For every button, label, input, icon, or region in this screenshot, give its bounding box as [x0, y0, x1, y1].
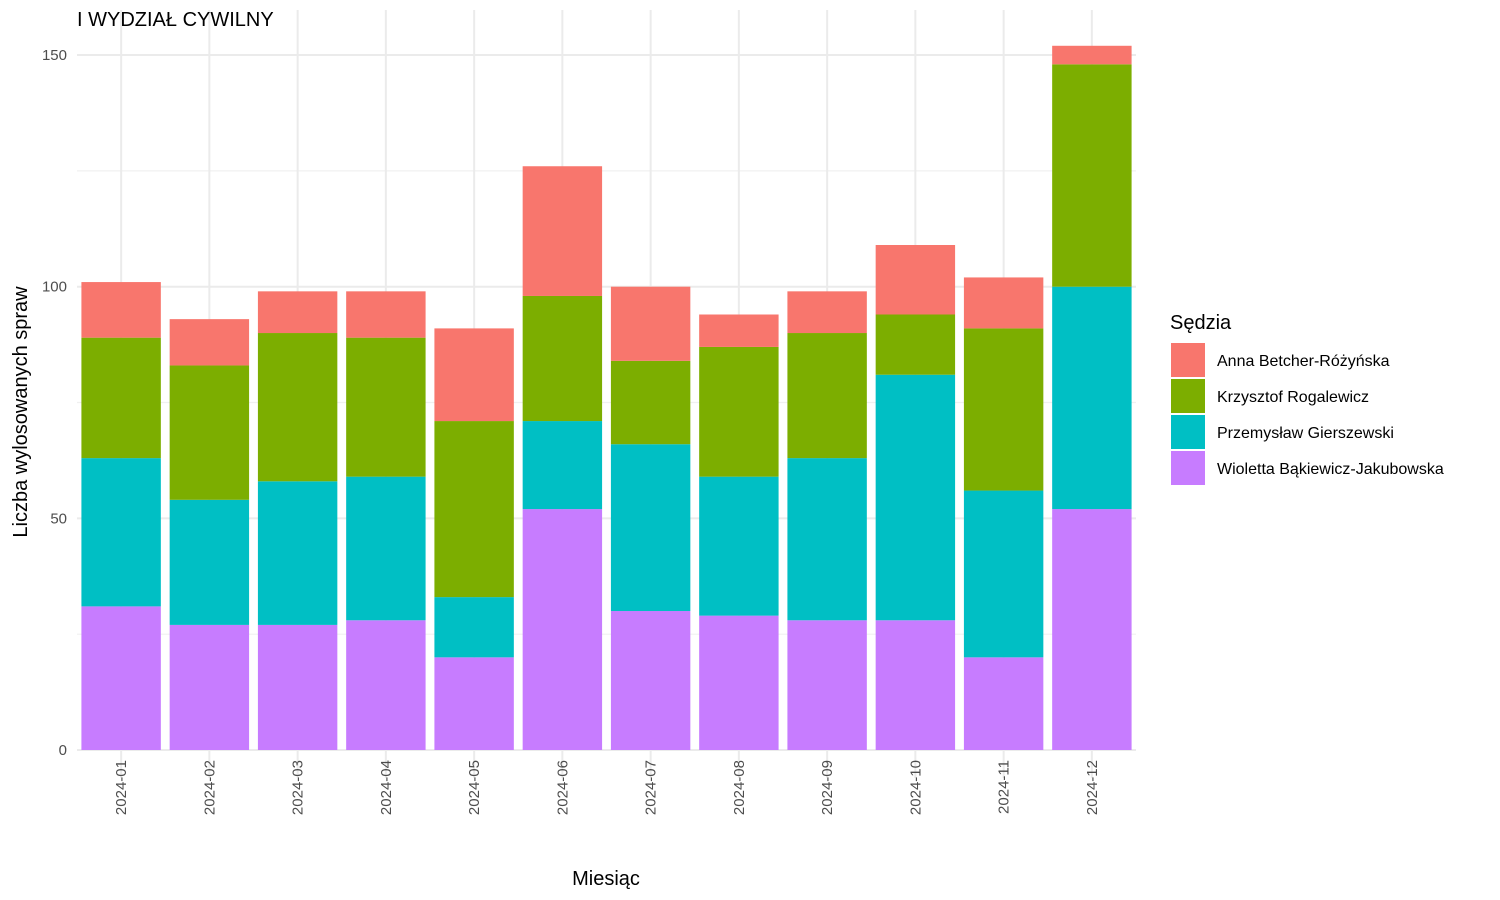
bar-segment [81, 282, 161, 338]
bar-segment [610, 286, 691, 361]
x-tick-label: 2024-01 [113, 760, 130, 815]
legend-label: Anna Betcher-Różyńska [1217, 353, 1390, 370]
legend-label: Krzysztof Rogalewicz [1217, 389, 1369, 406]
bar-segment [169, 365, 250, 500]
bar-segment [1052, 509, 1132, 750]
bar-segment [257, 624, 338, 750]
bar-segment [522, 509, 603, 750]
bar-segment [81, 337, 161, 459]
bar-segment [522, 421, 603, 510]
bar-segment [257, 481, 338, 625]
legend-key [1171, 415, 1205, 449]
bar-segment [1052, 286, 1132, 510]
bar-segment [257, 333, 338, 482]
bar-segment [875, 314, 956, 375]
bar-segment [346, 476, 426, 621]
bar-segment [434, 421, 514, 598]
legend-key [1171, 451, 1205, 485]
bar-segment [963, 328, 1044, 491]
y-tick-label: 50 [50, 510, 67, 527]
bar-segment [434, 657, 514, 750]
y-tick-label: 150 [42, 47, 67, 64]
bar-segment [787, 458, 867, 621]
x-tick-label: 2024-04 [378, 760, 395, 815]
bar-segment [81, 458, 161, 607]
x-tick-label: 2024-02 [201, 760, 218, 815]
x-tick-label: 2024-12 [1084, 760, 1101, 815]
bar-segment [610, 611, 691, 750]
bar-segment [875, 245, 956, 315]
x-tick-label: 2024-10 [907, 760, 924, 815]
x-tick-label: 2024-05 [466, 760, 483, 815]
bar-segment [963, 277, 1044, 329]
bars [81, 45, 1132, 750]
bar-segment [169, 624, 250, 750]
y-axis-title: Liczba wylosowanych spraw [10, 286, 32, 538]
bar-segment [1052, 45, 1132, 65]
bar-segment [787, 291, 867, 334]
legend-key [1171, 343, 1205, 377]
bar-segment [346, 291, 426, 338]
bar-segment [610, 360, 691, 445]
x-tick-label: 2024-03 [290, 760, 307, 815]
bar-segment [169, 499, 250, 625]
x-tick-label: 2024-09 [819, 760, 836, 815]
bar-segment [699, 615, 779, 750]
bar-segment [610, 444, 691, 612]
x-tick-label: 2024-07 [643, 760, 660, 815]
bar-segment [963, 657, 1044, 750]
x-tick-label: 2024-06 [554, 760, 571, 815]
legend-label: Przemysław Gierszewski [1217, 425, 1394, 442]
y-axis-ticks: 0 50 100 150 [42, 47, 67, 759]
bar-segment [522, 166, 603, 296]
bar-segment [346, 620, 426, 750]
bar-segment [787, 333, 867, 459]
chart-title: I WYDZIAŁ CYWILNY [77, 9, 274, 31]
x-tick-label: 2024-08 [731, 760, 748, 815]
bar-segment [522, 295, 603, 422]
y-tick-label: 100 [42, 279, 67, 296]
bar-segment [787, 620, 867, 750]
bar-segment [257, 291, 338, 334]
bar-segment [434, 597, 514, 658]
legend-title: Sędzia [1170, 312, 1232, 334]
x-axis-title: Miesiąc [572, 868, 640, 890]
y-tick-label: 0 [59, 742, 67, 759]
legend-key [1171, 379, 1205, 413]
legend-label: Wioletta Bąkiewicz-Jakubowska [1217, 461, 1444, 478]
bar-segment [699, 476, 779, 616]
bar-segment [434, 328, 514, 422]
bar-segment [875, 374, 956, 621]
bar-segment [699, 314, 779, 347]
x-tick-label: 2024-11 [996, 760, 1013, 814]
bar-segment [1052, 64, 1132, 287]
x-axis-ticks: 2024-01 2024-02 2024-03 2024-04 2024-05 2024-… [113, 760, 1101, 815]
bar-segment [963, 490, 1044, 658]
legend: Sędzia Anna Betcher-Różyńska Krzysztof Ro… [1170, 312, 1444, 485]
bar-segment [81, 606, 161, 750]
bar-segment [699, 346, 779, 477]
bar-segment [346, 337, 426, 477]
bar-segment [169, 319, 250, 366]
bar-segment [875, 620, 956, 750]
